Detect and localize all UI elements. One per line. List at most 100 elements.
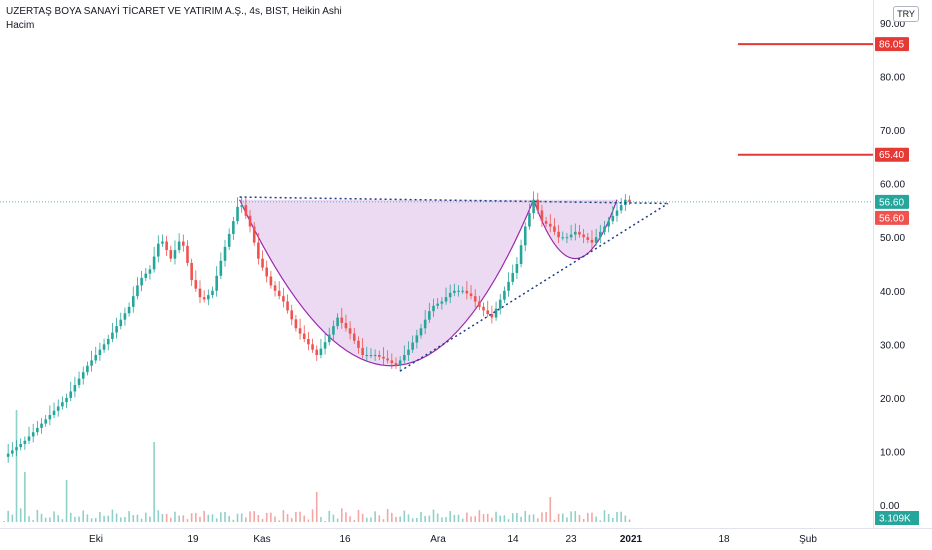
candle-body [394, 363, 398, 366]
candle-body [557, 231, 560, 238]
candle-body [273, 285, 277, 291]
candle-body [436, 303, 439, 306]
volume-bar [15, 410, 18, 522]
candle-body [457, 290, 460, 292]
volume-bar [536, 518, 539, 522]
volume-bar [491, 517, 493, 522]
currency-button[interactable]: TRY [893, 6, 919, 22]
handle-pattern-curve [533, 199, 618, 260]
volume-bar [603, 510, 606, 522]
candle-body [373, 355, 377, 357]
candle-body [11, 450, 14, 454]
volume-bar [612, 518, 614, 522]
volume-bar [582, 518, 585, 522]
candle-body [169, 250, 173, 259]
candle-body [365, 355, 369, 357]
volume-bar [532, 514, 535, 522]
candle-body [515, 264, 519, 273]
cup-pattern-fill [239, 199, 534, 366]
candle-body [98, 349, 102, 356]
candle-body [603, 226, 606, 232]
volume-bar [457, 514, 460, 522]
y-tick-label: 90.00 [880, 19, 905, 30]
volume-bar [628, 519, 631, 522]
candle-body [486, 310, 490, 314]
volume-bar [36, 509, 39, 522]
volume-bar [516, 512, 518, 522]
candle-body [494, 308, 498, 318]
volume-bar [94, 518, 97, 522]
volume-bar [86, 514, 89, 522]
candle-body [478, 301, 481, 307]
chart-header: UZERTAŞ BOYA SANAYİ TİCARET VE YATIRIM A… [6, 5, 342, 33]
volume-bar [320, 517, 322, 522]
candle-body [161, 241, 164, 244]
candle-body [73, 385, 77, 392]
volume-bar [265, 512, 268, 522]
candle-body [490, 313, 494, 318]
candle-body [519, 245, 523, 264]
volume-bar [461, 518, 464, 522]
level-badge: 65.40 [879, 150, 904, 161]
volume-bar [349, 516, 351, 522]
candle-body [332, 326, 335, 335]
volume-bar [357, 509, 360, 522]
volume-bar [270, 512, 272, 522]
volume-bar [345, 512, 347, 522]
volume-bar [161, 514, 164, 522]
candle-body [553, 226, 556, 232]
last-price-badge-bg [875, 194, 909, 209]
candle-body [453, 290, 456, 293]
volume-bar [65, 480, 68, 522]
candle-body [69, 391, 73, 398]
volume-bar [111, 509, 114, 522]
volume-bar [557, 513, 560, 522]
candle-body [369, 355, 373, 357]
volume-bar [28, 516, 30, 522]
candle-body [361, 347, 364, 356]
candle-body [336, 317, 339, 327]
volume-bar [391, 512, 393, 522]
volume-bar [99, 512, 101, 522]
y-tick-label: 10.00 [880, 447, 905, 458]
candle-body [344, 322, 348, 329]
volume-bar [486, 513, 489, 522]
y-tick-label: 0.00 [880, 501, 900, 512]
candle-body [240, 205, 243, 207]
volume-bar [282, 510, 285, 522]
candle-body [415, 335, 419, 343]
candle-body [615, 210, 619, 216]
candle-body [123, 313, 127, 320]
candle-body [227, 234, 231, 247]
volume-bar [399, 516, 401, 522]
x-tick-label: 2021 [620, 534, 643, 545]
volume-bar [420, 512, 422, 522]
volume-bar [203, 510, 205, 522]
candle-body [423, 319, 427, 329]
volume-bar [174, 511, 176, 522]
volume-bar [107, 515, 110, 522]
cup-pattern-curve [239, 199, 535, 367]
x-tick-label: 19 [187, 534, 199, 545]
candle-body [586, 237, 590, 240]
candle-body [315, 349, 319, 356]
y-tick-label: 70.00 [880, 126, 905, 137]
candle-body [482, 306, 485, 311]
candle-body [31, 432, 35, 437]
candle-body [407, 349, 410, 356]
candle-body [386, 358, 389, 361]
candle-body [294, 319, 298, 329]
candle-body [448, 292, 452, 298]
volume-bar [195, 512, 197, 522]
volume-bar [587, 512, 589, 522]
volume-bar [153, 442, 155, 522]
volume-bar [165, 513, 168, 522]
last-price-badge: 56.60 [879, 197, 904, 208]
candle-body [94, 355, 98, 361]
candle-body [578, 231, 581, 235]
candle-body [257, 242, 260, 259]
candle-body [378, 355, 381, 357]
x-tick-label: Ara [430, 534, 446, 545]
volume-bar [353, 520, 356, 522]
candle-body [411, 342, 414, 350]
